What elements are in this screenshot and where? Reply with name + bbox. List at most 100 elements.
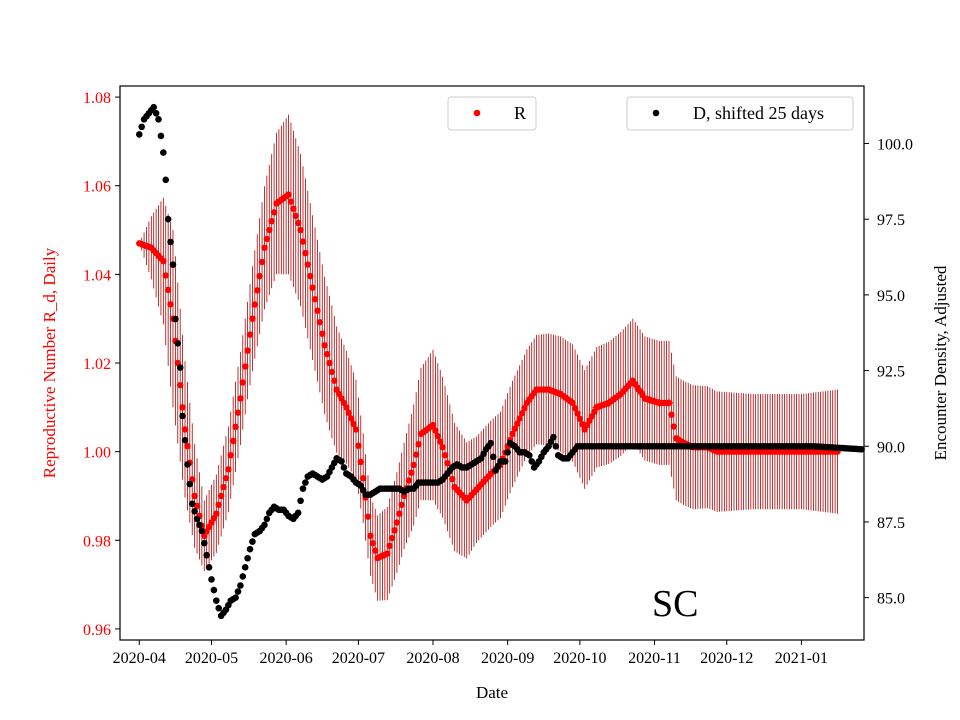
d-point (213, 597, 220, 604)
r-point (323, 350, 331, 358)
plot-frame (119, 85, 865, 641)
d-point (232, 594, 239, 601)
d-point (184, 461, 191, 468)
r-point (439, 444, 446, 451)
legend-r-box (447, 96, 537, 131)
state-annotation: SC (652, 583, 698, 625)
d-point (241, 564, 249, 571)
r-point (364, 513, 372, 520)
r-point (268, 217, 275, 225)
d-point (181, 436, 189, 444)
d-point (174, 340, 182, 347)
r-point (514, 420, 521, 427)
r-point (571, 405, 579, 412)
y-right-axis-label: Encounter Density, Adjusted (931, 265, 950, 460)
d-point (188, 500, 196, 508)
y-right-axis-ticks: 85.0 87.5 90.0 92.5 95.0 97.5 100.0 (864, 137, 913, 608)
r-point (299, 238, 307, 245)
d-point (246, 545, 254, 553)
y-right-tick-label: 100.0 (877, 137, 913, 154)
r-point (350, 420, 357, 428)
r-point (326, 359, 333, 367)
r-point (232, 423, 239, 431)
r-point (388, 534, 396, 542)
r-point (444, 459, 451, 467)
y-right-tick-label: 97.5 (877, 212, 905, 229)
r-point (316, 319, 324, 326)
r-point (213, 510, 220, 517)
d-point (186, 480, 194, 488)
d-point (200, 539, 208, 547)
r-cross-marker (626, 379, 635, 388)
r-point (307, 272, 314, 280)
r-point (246, 331, 254, 338)
r-point (569, 399, 576, 407)
r-point (393, 519, 401, 526)
d-point (261, 521, 268, 529)
x-tick-label: 2020-06 (259, 650, 312, 667)
r-point (405, 477, 413, 484)
d-point (162, 176, 170, 184)
legend-r-marker (473, 109, 481, 117)
r-point (184, 442, 191, 450)
x-tick-label: 2020-11 (628, 650, 681, 667)
y-left-tick-label: 1.08 (83, 90, 111, 107)
d-point (176, 364, 184, 371)
x-tick-label: 2020-10 (553, 650, 606, 667)
r-point (518, 410, 526, 417)
r-point (239, 379, 246, 386)
r-point (398, 501, 405, 509)
r-series (136, 191, 841, 562)
r-cross-marker (636, 387, 645, 396)
r-point (384, 550, 391, 557)
r-point (670, 423, 677, 430)
r-point (511, 425, 519, 432)
r-point (229, 437, 237, 445)
r-point (355, 442, 362, 449)
y-left-axis-label: Reproductive Number R_d, Daily (40, 247, 59, 478)
r-point (222, 475, 230, 482)
r-point (181, 426, 189, 433)
d-point (338, 458, 345, 465)
r-point (292, 212, 299, 220)
r-point (290, 205, 297, 212)
d-point (208, 576, 215, 583)
d-point (210, 586, 218, 594)
r-point (160, 257, 167, 265)
d-point (294, 509, 302, 517)
d-point (297, 497, 304, 505)
r-cross-marker (655, 398, 664, 407)
y-right-tick-label: 92.5 (877, 364, 905, 381)
r-point (429, 421, 437, 429)
d-point (550, 433, 557, 441)
legend-d: D, shifted 25 days (626, 96, 854, 131)
d-series (135, 103, 865, 620)
r-point (263, 235, 271, 243)
legend-d-box (626, 96, 854, 131)
r-point (574, 410, 581, 417)
legend-r: R (447, 96, 537, 131)
r-point (367, 532, 374, 540)
d-point (167, 238, 174, 246)
r-point (244, 347, 251, 354)
d-point (489, 453, 497, 461)
d-point (237, 582, 244, 589)
r-point (386, 542, 393, 550)
x-tick-label: 2020-04 (113, 650, 166, 667)
x-axis-ticks: 2020-04 2020-05 2020-06 2020-07 2020-08 2020-… (113, 640, 828, 667)
r-point (391, 527, 398, 534)
r-point (437, 438, 444, 445)
r-point (576, 415, 584, 423)
d-point (155, 116, 162, 123)
d-point (150, 103, 158, 111)
r-point (432, 427, 439, 434)
r-cross-marker (674, 435, 683, 444)
x-tick-label: 2020-05 (185, 650, 238, 667)
d-point (191, 508, 198, 515)
r-point (449, 475, 456, 483)
r-point (311, 295, 319, 303)
r-point (287, 198, 295, 205)
d-point (138, 123, 145, 131)
d-point (302, 479, 309, 486)
r-point (516, 415, 523, 422)
